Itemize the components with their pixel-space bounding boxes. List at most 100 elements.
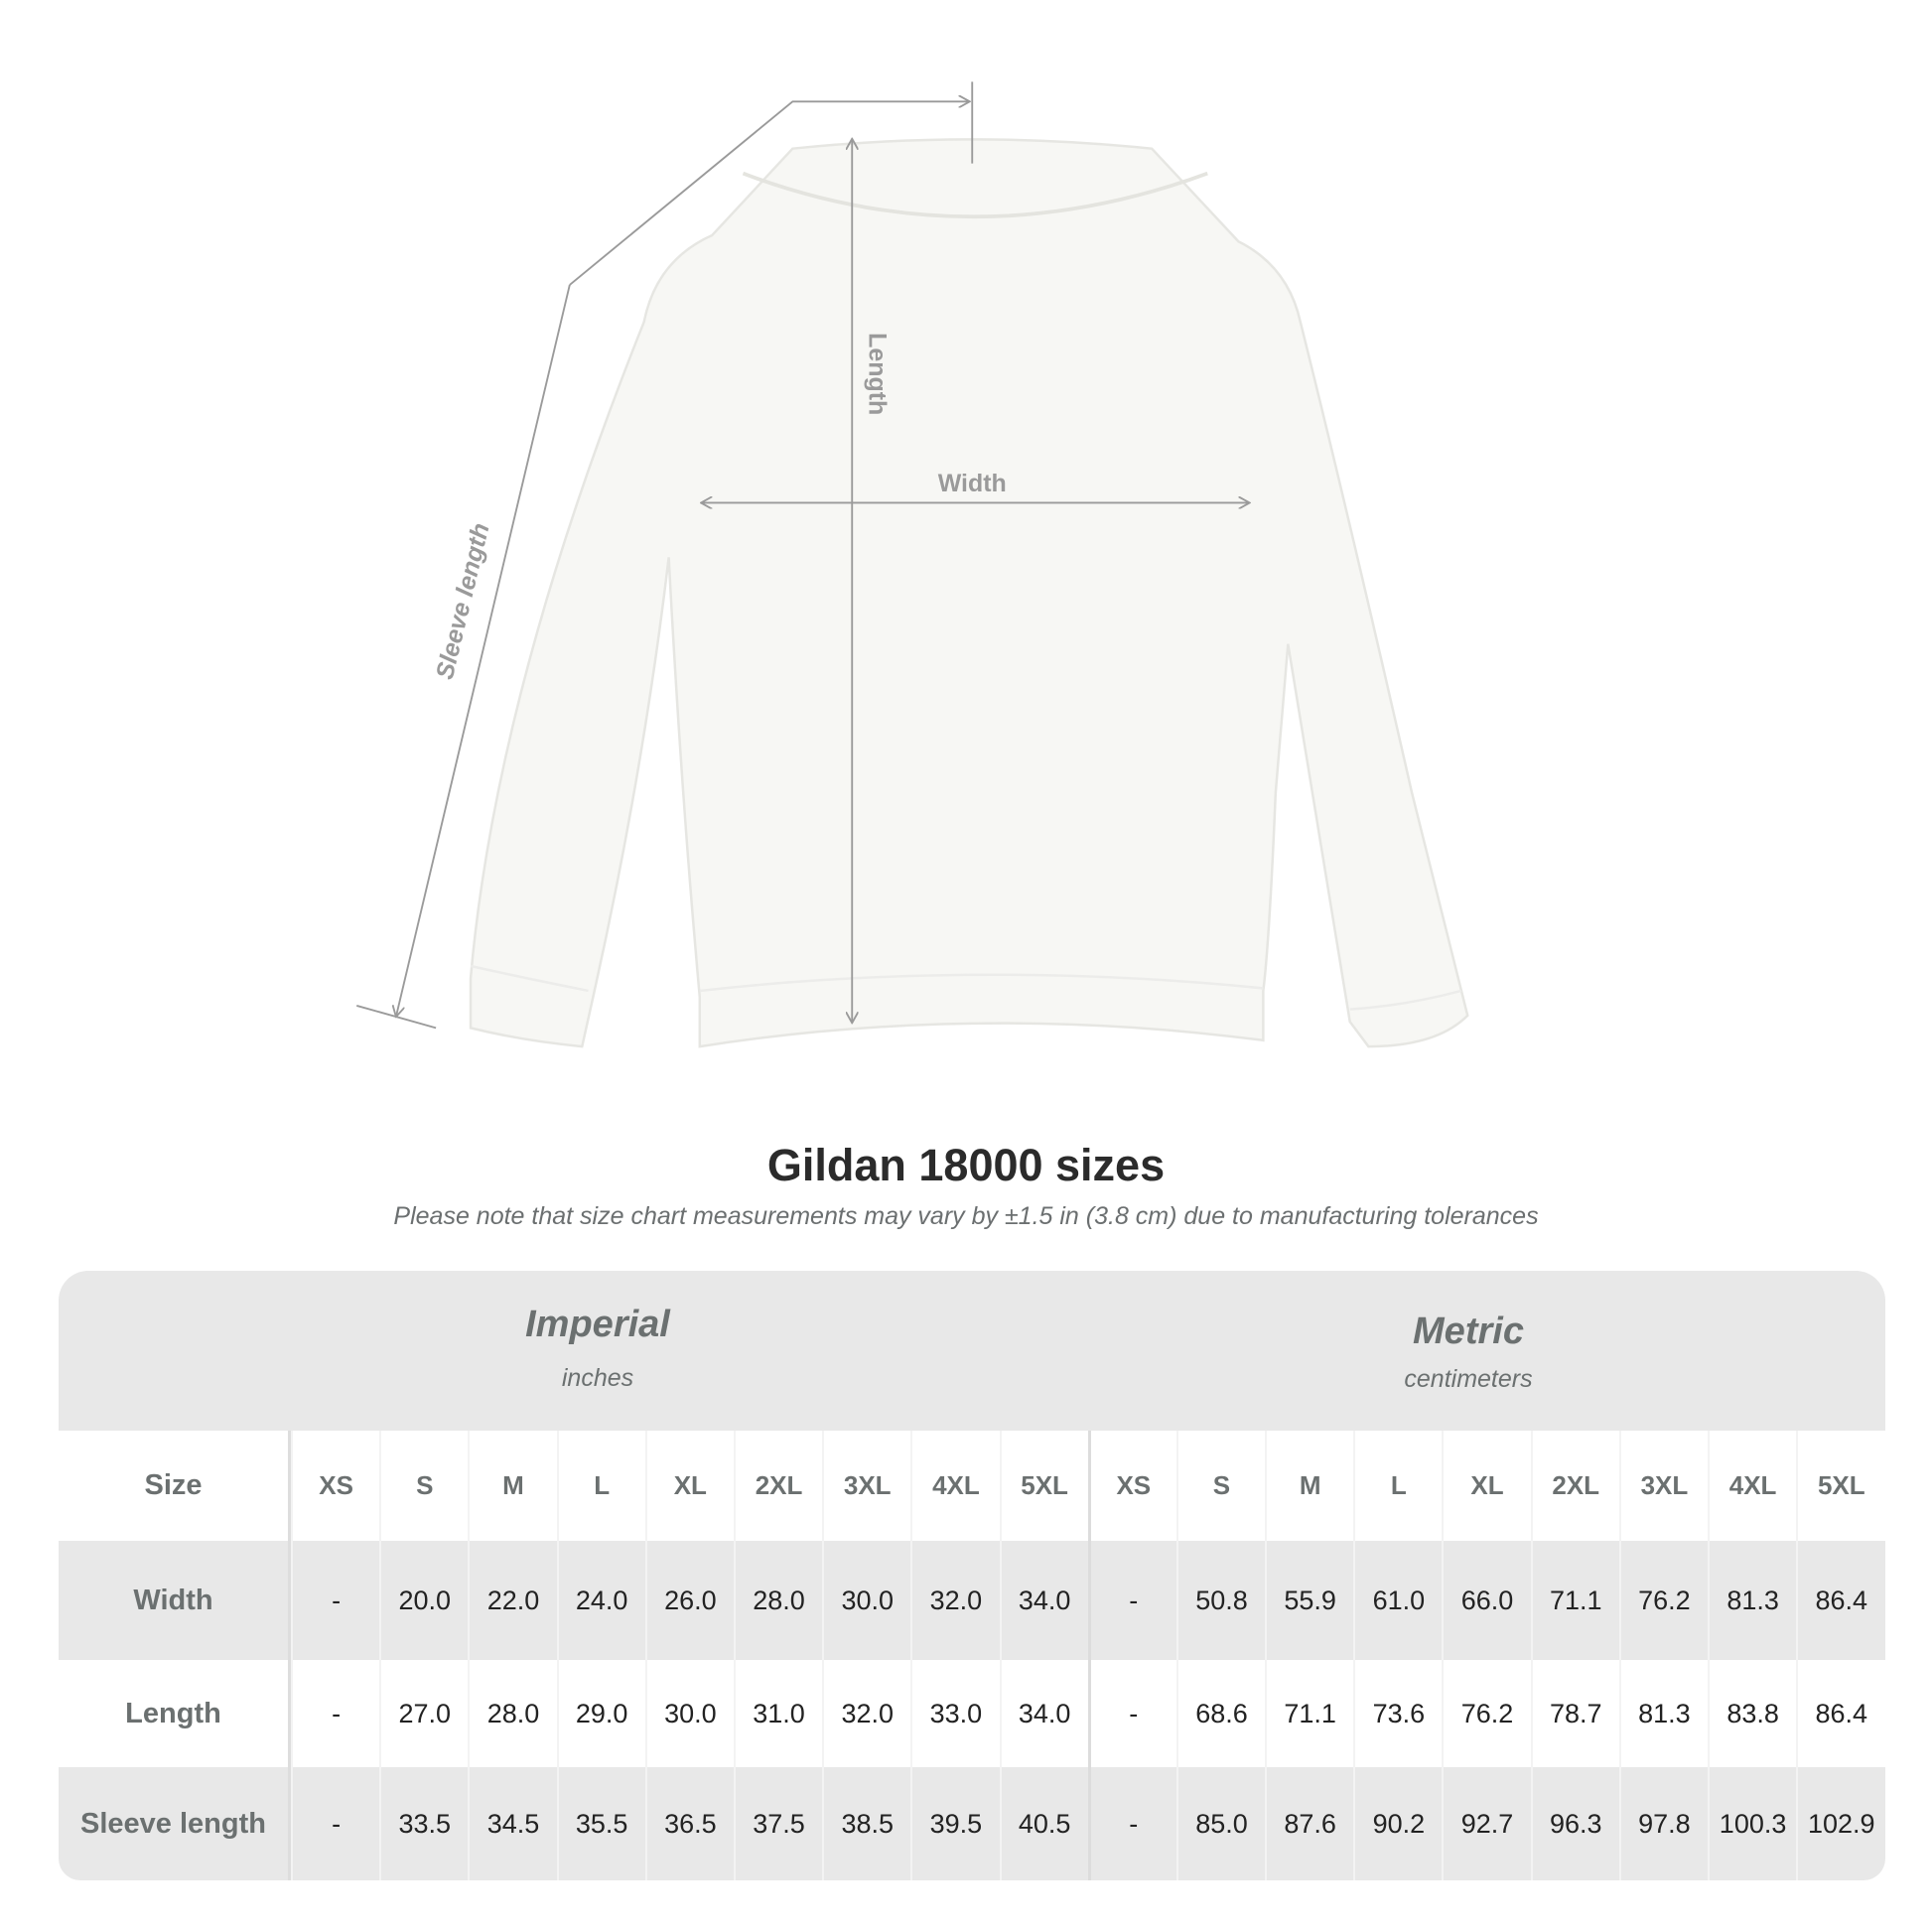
value-cell: 31.0 (733, 1660, 822, 1767)
value-cell: 90.2 (1353, 1767, 1442, 1880)
value-cell: - (1087, 1541, 1176, 1660)
sleeve-arrow (396, 284, 571, 1016)
value-cell: 34.5 (468, 1767, 556, 1880)
value-cell: 36.5 (644, 1767, 734, 1880)
value-cell: 33.5 (379, 1767, 468, 1880)
value-cell: 76.2 (1442, 1660, 1530, 1767)
value-cell: 33.0 (910, 1660, 999, 1767)
sweatshirt (469, 138, 1469, 1048)
value-cell: 40.5 (999, 1767, 1088, 1880)
width-label: Width (938, 470, 1007, 497)
value-cell: 28.0 (733, 1541, 822, 1660)
size-header-cell: 3XL (1618, 1431, 1708, 1541)
size-header-cell: XS (291, 1431, 379, 1541)
size-header-cell: 5XL (1796, 1431, 1884, 1541)
metric-title: Metric (1413, 1311, 1524, 1352)
tolerance-note: Please note that size chart measurements… (393, 1202, 1539, 1230)
size-header-cell: 3XL (822, 1431, 910, 1541)
size-header-cell: XL (1442, 1431, 1530, 1541)
table-row-width: Width -20.0 22.0 24.0 26.0 28.0 30.0 32.0 34.0-5… (59, 1541, 1885, 1660)
value-cell: 29.0 (556, 1660, 645, 1767)
value-cell: 37.5 (733, 1767, 822, 1880)
value-cell: 86.4 (1796, 1541, 1884, 1660)
size-label: Size (59, 1431, 291, 1541)
value-cell: 50.8 (1175, 1541, 1265, 1660)
table-row-sleeve-length: Sleeve length -33.5 34.5 35.5 36.5 37.5 38.5 39… (59, 1767, 1885, 1880)
sleeve-length-label: Sleeve length (431, 520, 495, 682)
size-header-cell: M (1265, 1431, 1353, 1541)
value-cell: 87.6 (1265, 1767, 1353, 1880)
value-cell: 71.1 (1530, 1541, 1619, 1660)
row-band-width (59, 1541, 1885, 1660)
imperial-header: Imperial inches (449, 1304, 747, 1393)
size-header-cell: L (556, 1431, 645, 1541)
metric-unit: centimeters (1404, 1365, 1533, 1393)
size-header-cell: 2XL (1530, 1431, 1619, 1541)
value-cell: - (291, 1541, 379, 1660)
value-cell: 38.5 (822, 1767, 910, 1880)
size-header-cell: S (379, 1431, 468, 1541)
size-table: Imperial inches Metric centimeters Size … (59, 1271, 1885, 1880)
header-band (59, 1271, 1885, 1431)
value-cell: - (1087, 1660, 1176, 1767)
value-cell: 86.4 (1796, 1660, 1884, 1767)
size-header-cell: L (1353, 1431, 1442, 1541)
sleeve-arrow-top (569, 101, 969, 286)
row-label: Width (59, 1541, 291, 1660)
value-cell: 26.0 (644, 1541, 734, 1660)
page-title: Gildan 18000 sizes (766, 1140, 1166, 1190)
imperial-title: Imperial (525, 1304, 670, 1345)
value-cell: 30.0 (822, 1541, 910, 1660)
value-cell: 20.0 (379, 1541, 468, 1660)
measurement-annotations (356, 81, 1248, 1030)
value-cell: 22.0 (468, 1541, 556, 1660)
value-cell: 34.0 (999, 1660, 1088, 1767)
value-cell: 97.8 (1618, 1767, 1708, 1880)
row-band-sleeve (59, 1767, 1885, 1880)
value-cell: 34.0 (999, 1541, 1088, 1660)
value-cell: 100.3 (1708, 1767, 1796, 1880)
size-header-cell: S (1175, 1431, 1265, 1541)
value-cell: 32.0 (910, 1541, 999, 1660)
value-cell: 39.5 (910, 1767, 999, 1880)
size-header-cell: 4XL (1708, 1431, 1796, 1541)
table-row-length: Length -27.0 28.0 29.0 30.0 31.0 32.0 33.0 34.0-… (59, 1660, 1885, 1767)
row-label: Length (59, 1660, 291, 1767)
value-cell: 55.9 (1265, 1541, 1353, 1660)
imperial-unit: inches (561, 1364, 634, 1392)
value-cell: 71.1 (1265, 1660, 1353, 1767)
size-header-cell: 5XL (999, 1431, 1088, 1541)
length-label: Length (864, 333, 892, 415)
value-cell: 76.2 (1618, 1541, 1708, 1660)
size-header-cell: M (468, 1431, 556, 1541)
value-cell: 61.0 (1353, 1541, 1442, 1660)
value-cell: - (291, 1660, 379, 1767)
value-cell: 32.0 (822, 1660, 910, 1767)
value-cell: 24.0 (556, 1541, 645, 1660)
value-cell: 66.0 (1442, 1541, 1530, 1660)
size-row: Size XS S M L XL 2XL 3XL 4XL 5XL XS S M L XL 2XL 3XL 4XL… (59, 1431, 1885, 1541)
value-cell: 73.6 (1353, 1660, 1442, 1767)
size-header-cell: XS (1087, 1431, 1176, 1541)
value-cell: 27.0 (379, 1660, 468, 1767)
value-cell: 28.0 (468, 1660, 556, 1767)
value-cell: 30.0 (644, 1660, 734, 1767)
value-cell: 102.9 (1796, 1767, 1884, 1880)
value-cell: 81.3 (1708, 1541, 1796, 1660)
value-cell: 35.5 (556, 1767, 645, 1880)
value-cell: 92.7 (1442, 1767, 1530, 1880)
size-header-cell: XL (644, 1431, 734, 1541)
size-header-cell: 2XL (733, 1431, 822, 1541)
value-cell: 78.7 (1530, 1660, 1619, 1767)
size-header-cell: 4XL (910, 1431, 999, 1541)
value-cell: - (291, 1767, 379, 1880)
metric-header: Metric centimeters (1319, 1311, 1617, 1394)
value-cell: 96.3 (1530, 1767, 1619, 1880)
value-cell: 85.0 (1175, 1767, 1265, 1880)
row-label: Sleeve length (59, 1767, 291, 1880)
value-cell: - (1087, 1767, 1176, 1880)
value-cell: 81.3 (1618, 1660, 1708, 1767)
value-cell: 83.8 (1708, 1660, 1796, 1767)
value-cell: 68.6 (1175, 1660, 1265, 1767)
